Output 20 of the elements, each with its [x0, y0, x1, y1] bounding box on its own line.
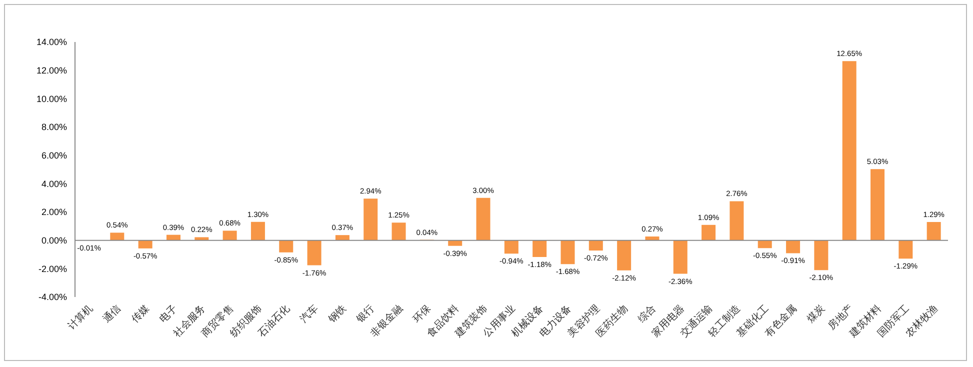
x-tick-label: 传媒 [130, 303, 152, 326]
x-tick-label: 综合 [636, 302, 658, 326]
x-tick-label: 银行 [354, 303, 377, 326]
y-tick-label: 8.00% [41, 122, 67, 132]
y-tick-label: 14.00% [36, 37, 67, 48]
y-tick-label: -2.00% [38, 264, 67, 274]
x-tick-label: 汽车 [298, 302, 320, 326]
x-tick-label: 计算机 [66, 302, 96, 332]
y-tick-label: 12.00% [36, 66, 67, 76]
y-tick-label: 2.00% [41, 207, 67, 218]
y-tick-label: -4.00% [38, 292, 67, 302]
y-tick-label: 0.00% [41, 236, 67, 246]
x-tick-label: 通信 [100, 302, 124, 326]
x-tick-label: 电子 [157, 302, 180, 326]
y-tick-label: 6.00% [41, 150, 67, 161]
x-tick-label: 煤炭 [804, 302, 828, 326]
y-tick-label: 10.00% [36, 94, 67, 104]
x-tick-label: 钢铁 [325, 302, 349, 326]
y-tick-label: 4.00% [41, 178, 67, 189]
x-tick-label: 环保 [411, 303, 434, 326]
